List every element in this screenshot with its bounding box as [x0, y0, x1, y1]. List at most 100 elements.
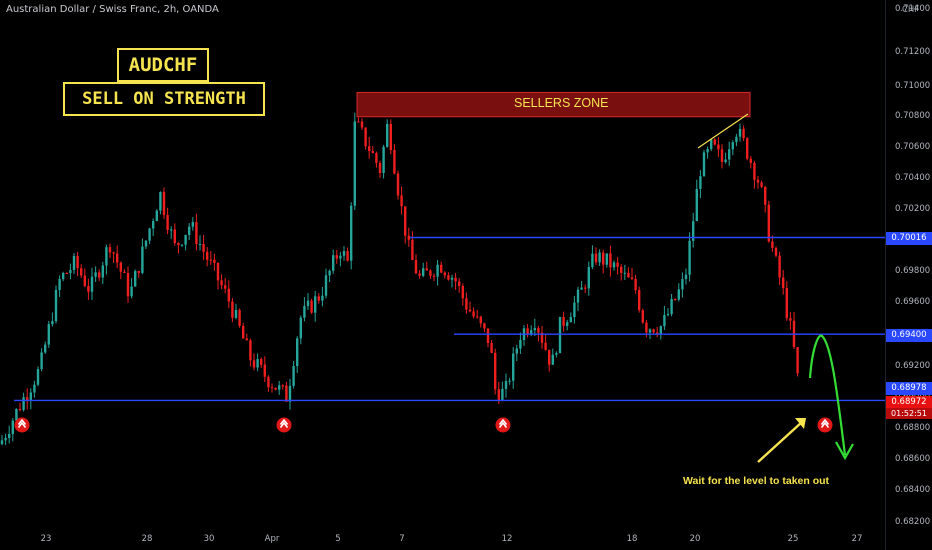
y-tick-label: 0.70200 — [895, 204, 931, 214]
candle-body — [602, 252, 605, 265]
candle-body — [40, 352, 43, 370]
candle-body — [170, 229, 173, 231]
bar-countdown: 01:52:51 — [886, 408, 932, 419]
candle-body — [562, 316, 565, 326]
candle-body — [710, 139, 713, 150]
candle-body — [648, 329, 652, 333]
candle-body — [551, 354, 554, 365]
candle-body — [310, 300, 313, 313]
candle-body — [33, 384, 36, 393]
candle-body — [458, 281, 461, 286]
candle-body — [173, 229, 176, 244]
candle-body — [461, 285, 464, 299]
candle-body — [11, 420, 14, 434]
candle-body — [771, 241, 774, 248]
candle-body — [299, 317, 302, 339]
candle-body — [753, 162, 756, 180]
candle-body — [486, 328, 490, 343]
candle-body — [670, 298, 673, 315]
candle-body — [353, 121, 356, 206]
candle-body — [332, 255, 335, 271]
candle-body — [166, 214, 169, 231]
candle-body — [177, 243, 180, 246]
candle-body — [83, 275, 86, 286]
candle-body — [591, 253, 594, 268]
candle-body — [609, 253, 612, 268]
candle-body — [587, 267, 590, 289]
candle-body — [249, 340, 252, 361]
candle-body — [317, 296, 320, 301]
candle-body — [339, 255, 342, 259]
candle-body — [425, 268, 428, 271]
candle-body — [706, 149, 709, 153]
candle-body — [638, 290, 641, 311]
candle-body — [65, 273, 68, 275]
candle-body — [94, 272, 97, 277]
candle-body — [623, 272, 626, 274]
candle-body — [738, 128, 742, 137]
candle-body — [713, 139, 716, 145]
candle-body — [627, 272, 630, 278]
candle-body — [544, 342, 547, 350]
candle-body — [252, 360, 256, 368]
candle-body — [188, 226, 191, 235]
x-tick-label: 27 — [851, 534, 863, 544]
bounce-arrow-icon — [817, 417, 833, 433]
candle-body — [728, 149, 731, 160]
candle-body — [612, 262, 616, 268]
candle-body — [760, 182, 763, 187]
pointer-arrow-head-icon — [795, 418, 806, 429]
candle-body — [22, 397, 25, 410]
sellers-zone-label: SELLERS ZONE — [514, 96, 609, 110]
candle-body — [227, 288, 230, 302]
candle-body — [404, 206, 407, 236]
candle-body — [735, 136, 738, 143]
candle-body — [206, 251, 209, 260]
candle-body — [29, 392, 32, 401]
candle-body — [641, 310, 644, 323]
candle-body — [580, 287, 583, 290]
candle-body — [677, 289, 680, 300]
candle-body — [684, 274, 688, 280]
candle-body — [429, 270, 432, 276]
candle-body — [90, 276, 94, 292]
candle-body — [285, 385, 288, 402]
candle-body — [62, 273, 65, 280]
candle-body — [368, 146, 371, 152]
y-tick-label: 0.70600 — [895, 142, 931, 152]
candle-body — [501, 388, 504, 401]
candle-body — [389, 123, 392, 150]
candle-body — [378, 162, 382, 173]
candle-body — [443, 272, 446, 276]
candle-body — [216, 262, 220, 281]
candle-body — [105, 247, 108, 266]
candle-body — [321, 295, 324, 301]
y-tick-label: 0.71000 — [895, 81, 931, 91]
x-tick-label: 28 — [141, 534, 153, 544]
candle-body — [749, 158, 752, 163]
candle-body — [87, 285, 90, 292]
candle-body — [731, 142, 734, 150]
candle-body — [479, 316, 482, 324]
candle-body — [717, 144, 720, 150]
chevron-up-icon — [820, 421, 830, 428]
x-tick-label: 5 — [335, 534, 341, 544]
candle-body — [548, 349, 551, 365]
candle-body — [155, 210, 158, 222]
candle-body — [742, 128, 745, 139]
candle-body — [123, 271, 126, 273]
level-tag-middle: 0.69400 — [886, 329, 932, 342]
candle-series — [0, 112, 799, 446]
candle-body — [576, 289, 580, 303]
candle-body — [789, 318, 792, 321]
candle-body — [411, 239, 414, 261]
candle-body — [526, 328, 529, 334]
candle-body — [512, 353, 515, 381]
candle-body — [141, 246, 144, 273]
candle-body — [152, 221, 155, 229]
y-tick-label: 0.68200 — [895, 517, 931, 527]
candle-body — [231, 301, 234, 318]
y-tick-label: 0.69200 — [895, 361, 931, 371]
projection-arrow — [808, 334, 847, 456]
